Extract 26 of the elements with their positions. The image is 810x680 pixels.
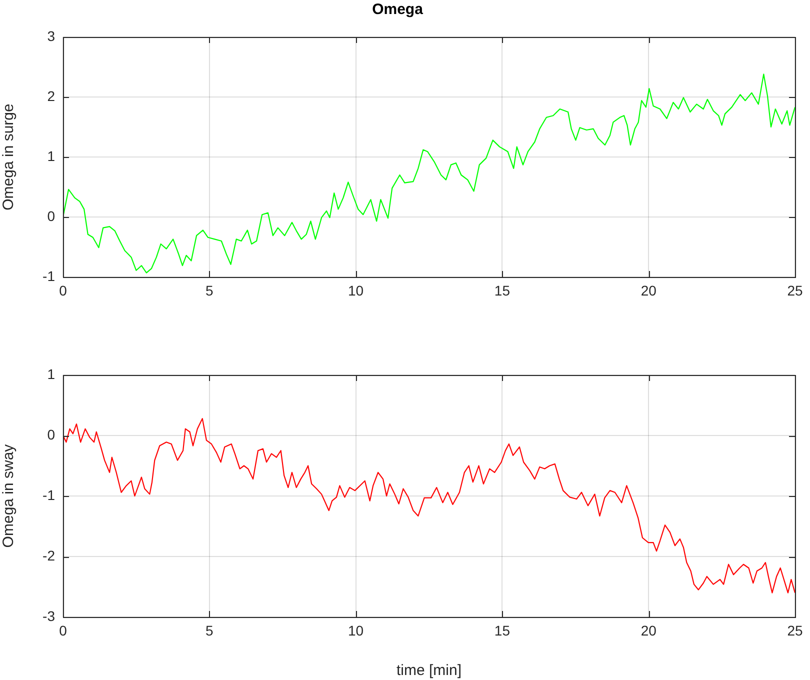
y-tick-label: 0 [47, 426, 56, 442]
x-tick-label: 25 [787, 622, 803, 638]
y-tick-label: 1 [47, 148, 56, 164]
y-tick-label: -3 [42, 608, 56, 624]
x-tick-label: 20 [640, 282, 657, 298]
x-tick-label: 5 [206, 282, 214, 298]
y-tick-label: -2 [42, 547, 56, 564]
x-tick-label: 15 [494, 622, 510, 638]
x-tick-label: 25 [787, 282, 803, 298]
x-tick-label: 10 [348, 282, 364, 298]
x-tick-label: 0 [59, 282, 68, 298]
y-axis-title: Omega in surge [0, 104, 18, 210]
x-tick-label: 10 [348, 622, 364, 638]
y-tick-label: 3 [47, 28, 56, 44]
y-tick-label: 0 [47, 208, 56, 224]
x-tick-label: 15 [494, 282, 510, 298]
x-tick-label: 0 [59, 622, 68, 638]
y-axis-title: Omega in sway [0, 444, 18, 548]
x-axis-title: time [min] [396, 662, 462, 680]
chart-title: Omega [372, 1, 424, 18]
y-tick-label: -1 [42, 268, 56, 284]
x-tick-label: 5 [206, 622, 214, 638]
y-tick-label: 2 [47, 88, 56, 104]
x-tick-label: 20 [640, 622, 657, 638]
y-tick-label: 1 [47, 366, 56, 382]
y-tick-label: -1 [42, 486, 56, 503]
